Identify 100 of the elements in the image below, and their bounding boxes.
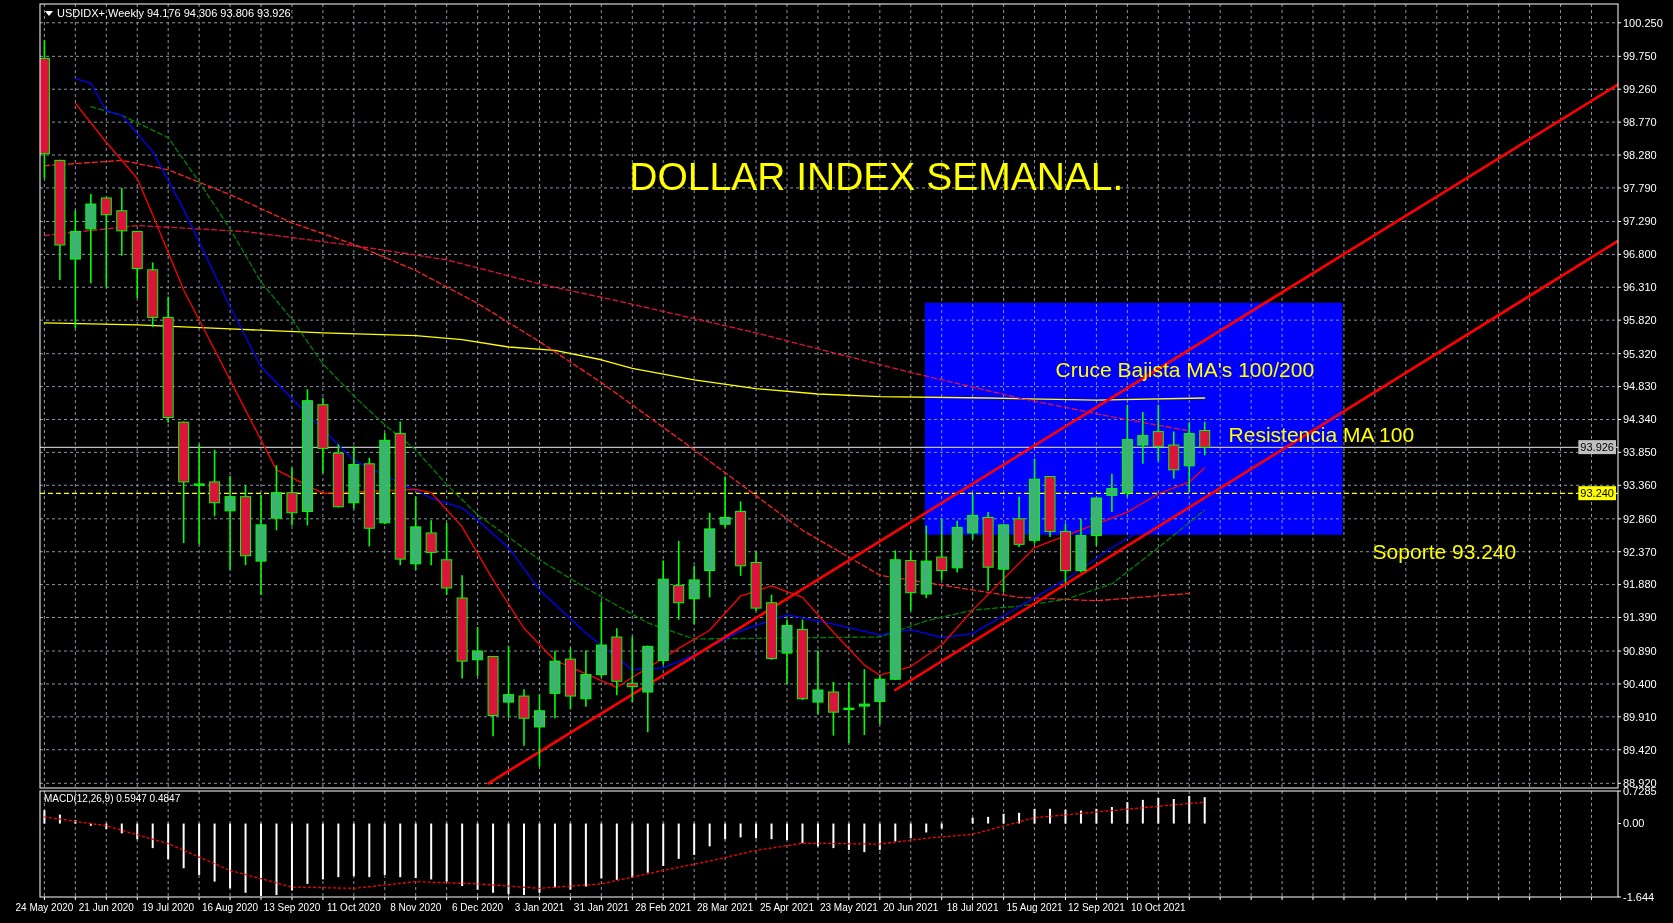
x-tick-label: 21 Jun 2020 bbox=[78, 902, 135, 913]
bar bbox=[383, 823, 386, 875]
bar bbox=[43, 810, 46, 824]
candlestick bbox=[209, 448, 221, 517]
ref-line-label: 93.240 bbox=[1580, 487, 1614, 500]
bar bbox=[1141, 799, 1144, 824]
x-tick-label: 19 Jul 2020 bbox=[142, 902, 195, 913]
bar bbox=[755, 823, 758, 839]
bar bbox=[584, 823, 587, 887]
chart-title: MACD(12,26,9) 0.5947 0.4847 bbox=[44, 793, 181, 804]
candlestick bbox=[936, 518, 948, 581]
y-tick-label: 97.290 bbox=[1623, 215, 1657, 228]
candlestick bbox=[827, 681, 839, 737]
bar bbox=[461, 823, 464, 887]
y-tick-label: 90.400 bbox=[1623, 677, 1657, 690]
y-tick-label: 89.910 bbox=[1623, 710, 1657, 723]
candlestick bbox=[874, 674, 886, 726]
x-tick-label: 11 Oct 2020 bbox=[326, 902, 382, 913]
y-tick-label: 100.250 bbox=[1623, 16, 1663, 29]
x-tick-label: 3 Jan 2021 bbox=[514, 902, 565, 913]
x-tick-label: 28 Mar 2021 bbox=[697, 902, 754, 913]
y-tick-label: 95.820 bbox=[1623, 314, 1657, 326]
x-tick-label: 31 Jan 2021 bbox=[573, 902, 630, 913]
candlestick bbox=[425, 519, 437, 566]
bar bbox=[306, 823, 309, 884]
bar bbox=[971, 817, 974, 824]
candlestick bbox=[858, 668, 870, 736]
text: DOLLAR INDEX SEMANAL. bbox=[629, 155, 1124, 199]
candlestick bbox=[286, 467, 298, 527]
bar bbox=[832, 823, 835, 849]
bar bbox=[1126, 802, 1129, 824]
y-tick-label: 98.770 bbox=[1623, 115, 1657, 128]
x-tick-label: 10 Oct 2021 bbox=[1131, 902, 1186, 913]
bar bbox=[445, 823, 448, 882]
candlestick bbox=[1106, 473, 1118, 513]
candlestick bbox=[626, 636, 638, 703]
line-series bbox=[43, 159, 1190, 602]
bar bbox=[894, 823, 897, 842]
y-tick-label: 93.360 bbox=[1623, 479, 1657, 492]
bar bbox=[708, 823, 711, 847]
y-tick-label: 94.830 bbox=[1623, 380, 1657, 393]
y-tick-label: 94.340 bbox=[1623, 413, 1657, 426]
bar bbox=[569, 823, 572, 890]
y-tick-label: 91.390 bbox=[1623, 611, 1657, 624]
candlestick bbox=[843, 681, 855, 744]
bar bbox=[662, 823, 665, 866]
bar bbox=[337, 823, 340, 878]
y-tick-label: 95.320 bbox=[1623, 347, 1657, 360]
y-tick-label: 89.420 bbox=[1623, 743, 1657, 756]
bar bbox=[909, 823, 912, 839]
y-tick-label: 99.260 bbox=[1623, 83, 1657, 96]
bar bbox=[352, 823, 355, 877]
bar bbox=[847, 823, 850, 850]
bar bbox=[646, 823, 649, 873]
bar bbox=[399, 823, 402, 878]
bar bbox=[151, 823, 154, 849]
bar bbox=[136, 823, 139, 840]
y-tick-label: 96.800 bbox=[1623, 248, 1657, 261]
chart-subtitle: USDIDX+,Weekly 94.176 94.306 93.806 93.926 bbox=[57, 7, 291, 19]
candlestick bbox=[719, 475, 731, 529]
bar bbox=[492, 823, 495, 893]
bar bbox=[290, 823, 293, 891]
annotation: Soporte 93.240 bbox=[1372, 540, 1517, 564]
bar bbox=[878, 823, 881, 850]
bar bbox=[801, 823, 804, 844]
y-tick-label: 98.280 bbox=[1623, 148, 1657, 161]
bar bbox=[724, 823, 727, 840]
bar bbox=[167, 823, 170, 860]
bar bbox=[677, 823, 680, 859]
bar bbox=[615, 823, 618, 880]
x-tick-label: 13 Sep 2020 bbox=[263, 902, 321, 913]
candlestick bbox=[688, 565, 700, 626]
bar bbox=[368, 823, 371, 878]
bar bbox=[1033, 808, 1036, 824]
bar bbox=[816, 823, 819, 847]
y-tick-label: -1.644 bbox=[1623, 890, 1655, 903]
candlestick bbox=[673, 540, 685, 621]
bar bbox=[553, 823, 556, 888]
bar bbox=[182, 823, 185, 869]
y-tick-label: 97.790 bbox=[1623, 181, 1657, 194]
bar bbox=[229, 823, 232, 889]
bar bbox=[770, 823, 773, 840]
y-tick-label: 92.860 bbox=[1623, 512, 1657, 525]
candlestick bbox=[533, 693, 545, 768]
bar bbox=[1172, 798, 1175, 824]
x-tick-label: 24 May 2020 bbox=[15, 902, 74, 913]
bar bbox=[1002, 813, 1005, 824]
bar bbox=[1110, 807, 1113, 824]
bar bbox=[538, 823, 541, 893]
x-tick-label: 8 Nov 2020 bbox=[390, 902, 442, 913]
candlestick bbox=[472, 626, 484, 677]
bar bbox=[631, 823, 634, 878]
bar bbox=[244, 823, 247, 893]
bar bbox=[1049, 808, 1052, 824]
bar bbox=[414, 823, 417, 879]
bar bbox=[600, 823, 603, 879]
y-tick-label: 96.310 bbox=[1623, 281, 1657, 294]
bar bbox=[1188, 795, 1191, 824]
y-tick-label: 0.00 bbox=[1623, 817, 1645, 830]
x-tick-label: 6 Dec 2020 bbox=[452, 902, 504, 913]
